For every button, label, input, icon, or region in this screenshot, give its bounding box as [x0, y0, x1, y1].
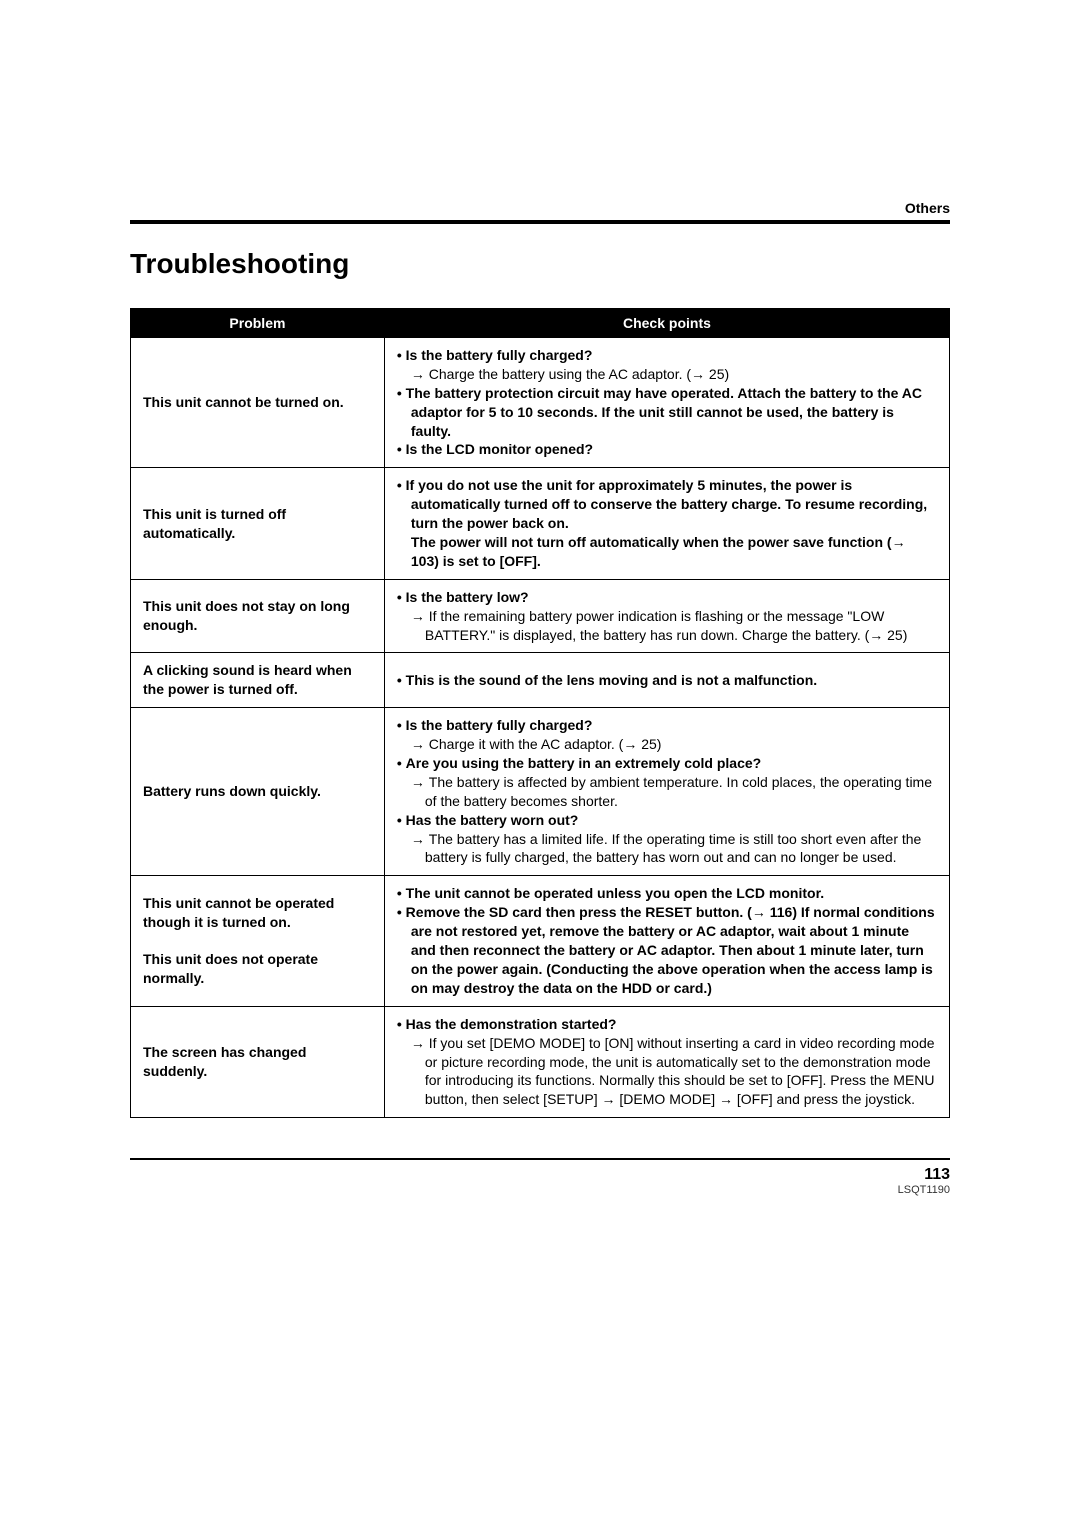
- table-row: This unit cannot be turned on.Is the bat…: [131, 338, 950, 468]
- checks-cell: Is the battery low?If the remaining batt…: [384, 579, 949, 653]
- check-point: The unit cannot be operated unless you o…: [397, 884, 937, 903]
- check-sub: The battery has a limited life. If the o…: [397, 830, 937, 868]
- checks-cell: The unit cannot be operated unless you o…: [384, 876, 949, 1006]
- table-row: This unit does not stay on long enough.I…: [131, 579, 950, 653]
- check-point: Has the battery worn out?: [397, 811, 937, 830]
- document-id: LSQT1190: [130, 1184, 950, 1196]
- page-number: 113: [924, 1166, 950, 1183]
- problem-cell: This unit does not stay on long enough.: [131, 579, 385, 653]
- checks-cell: Is the battery fully charged?Charge it w…: [384, 708, 949, 876]
- page: Others Troubleshooting Problem Check poi…: [0, 0, 1080, 1528]
- check-point: If you do not use the unit for approxima…: [397, 476, 937, 570]
- checks-cell: If you do not use the unit for approxima…: [384, 468, 949, 579]
- header-rule: [130, 220, 950, 224]
- problem-cell: The screen has changed suddenly.: [131, 1006, 385, 1117]
- problem-cell: This unit is turned off automatically.: [131, 468, 385, 579]
- col-header-checks: Check points: [384, 309, 949, 338]
- check-point: Are you using the battery in an extremel…: [397, 754, 937, 773]
- problem-cell: A clicking sound is heard when the power…: [131, 653, 385, 708]
- problem-cell: This unit cannot be turned on.: [131, 338, 385, 468]
- checks-cell: This is the sound of the lens moving and…: [384, 653, 949, 708]
- footer-rule: [130, 1158, 950, 1160]
- check-sub: Charge it with the AC adaptor. (→ 25): [397, 735, 937, 754]
- check-sub: If the remaining battery power indicatio…: [397, 607, 937, 645]
- col-header-problem: Problem: [131, 309, 385, 338]
- page-title: Troubleshooting: [130, 248, 950, 280]
- checks-cell: Is the battery fully charged?Charge the …: [384, 338, 949, 468]
- table-row: The screen has changed suddenly.Has the …: [131, 1006, 950, 1117]
- check-sub: The battery is affected by ambient tempe…: [397, 773, 937, 811]
- check-point: Is the battery fully charged?: [397, 716, 937, 735]
- table-row: This unit cannot be operated though it i…: [131, 876, 950, 1006]
- troubleshooting-table: Problem Check points This unit cannot be…: [130, 308, 950, 1118]
- problem-cell: Battery runs down quickly.: [131, 708, 385, 876]
- page-footer: 113 LSQT1190: [130, 1166, 950, 1196]
- check-point: Has the demonstration started?: [397, 1015, 937, 1034]
- section-label: Others: [130, 200, 950, 216]
- check-point: The battery protection circuit may have …: [397, 384, 937, 441]
- check-sub: If you set [DEMO MODE] to [ON] without i…: [397, 1034, 937, 1110]
- problem-cell: This unit cannot be operated though it i…: [131, 876, 385, 1006]
- table-row: A clicking sound is heard when the power…: [131, 653, 950, 708]
- table-row: This unit is turned off automatically.If…: [131, 468, 950, 579]
- checks-cell: Has the demonstration started?If you set…: [384, 1006, 949, 1117]
- check-point: This is the sound of the lens moving and…: [397, 671, 937, 690]
- check-point: Is the battery low?: [397, 588, 937, 607]
- table-row: Battery runs down quickly.Is the battery…: [131, 708, 950, 876]
- table-header-row: Problem Check points: [131, 309, 950, 338]
- check-point: Is the LCD monitor opened?: [397, 440, 937, 459]
- check-point: Remove the SD card then press the RESET …: [397, 903, 937, 997]
- check-point: Is the battery fully charged?: [397, 346, 937, 365]
- check-sub: Charge the battery using the AC adaptor.…: [397, 365, 937, 384]
